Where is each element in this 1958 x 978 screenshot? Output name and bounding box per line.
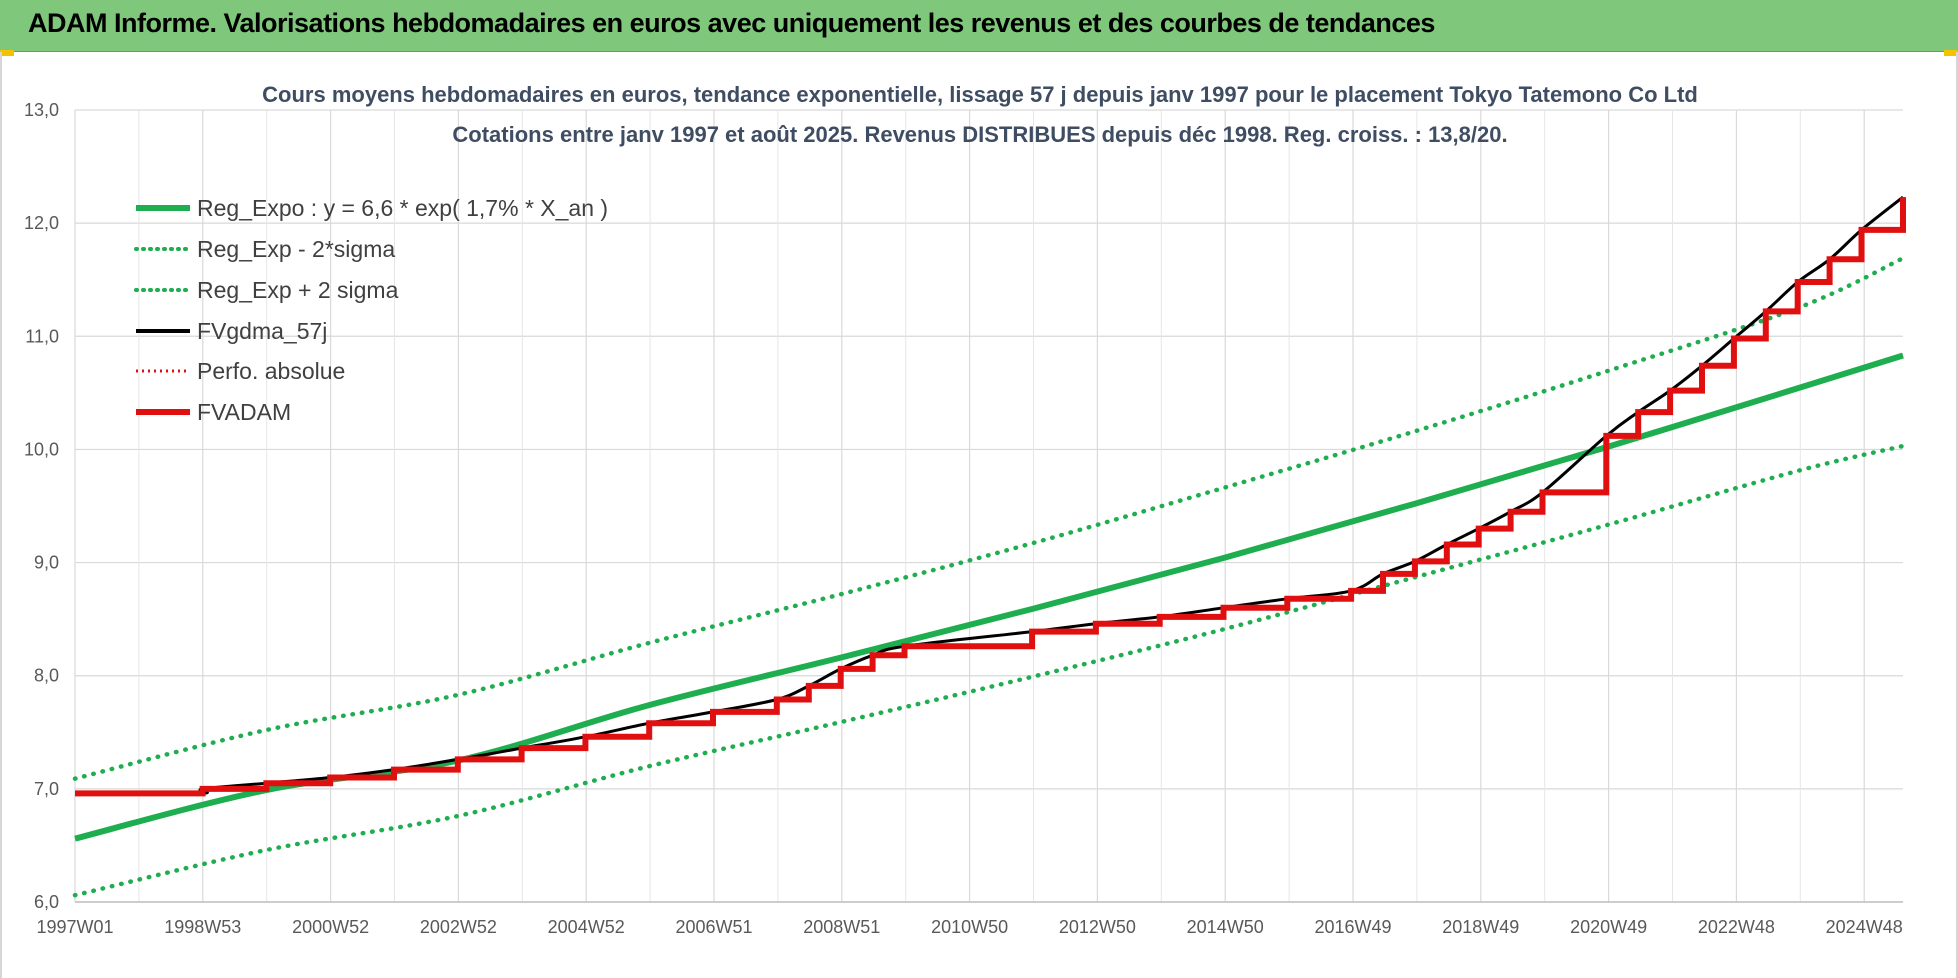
legend-label-fvgdma: FVgdma_57j [197,318,327,344]
legend-label-fvadam: FVADAM [197,399,291,425]
legend-label-perfo: Perfo. absolue [197,358,345,384]
y-tick-label: 11,0 [25,326,59,346]
chart-legend: Reg_Expo : y = 6,6 * exp( 1,7% * X_an ) … [134,195,608,425]
x-tick-label: 2014W50 [1187,917,1264,937]
series-fvgdma [74,195,1904,796]
axis-labels: 6,0 7,0 8,0 9,0 10,0 11,0 12,0 13,0 1997W01 1998W… [24,100,1903,937]
x-tick-label: 1998W53 [164,917,241,937]
x-tick-label: 2006W51 [675,917,752,937]
corner-mark-right [1944,50,1958,56]
corner-mark-left [0,50,14,56]
legend-label-reg-expo: Reg_Expo : y = 6,6 * exp( 1,7% * X_an ) [197,195,608,221]
x-tick-label: 2012W50 [1059,917,1136,937]
x-tick-label: 2002W52 [420,917,497,937]
x-tick-label: 2010W50 [931,917,1008,937]
y-tick-label: 10,0 [24,439,59,459]
chart-title-line2: Cotations entre janv 1997 et août 2025. … [452,122,1507,147]
y-tick-label: 9,0 [34,553,59,573]
legend-label-reg-exp-plus: Reg_Exp + 2 sigma [197,277,399,303]
x-tick-label: 2018W49 [1442,917,1519,937]
x-tick-label: 2004W52 [548,917,625,937]
y-tick-label: 7,0 [34,779,59,799]
y-tick-label: 13,0 [24,100,59,120]
series-fvadam [75,197,1906,797]
chart-title-line1: Cours moyens hebdomadaires en euros, ten… [262,82,1698,107]
x-tick-label: 1997W01 [36,917,113,937]
legend-label-reg-exp-minus: Reg_Exp - 2*sigma [197,236,395,262]
chart-grid [74,109,1903,903]
x-tick-label: 2020W49 [1570,917,1647,937]
series-layer [72,195,1906,898]
x-tick-label: 2016W49 [1314,917,1391,937]
x-tick-label: 2022W48 [1698,917,1775,937]
chart-frame [0,52,1958,978]
report-banner: ADAM Informe. Valorisations hebdomadaire… [0,0,1958,52]
x-tick-label: 2024W48 [1826,917,1903,937]
y-tick-label: 8,0 [34,666,59,686]
y-tick-label: 12,0 [24,213,59,233]
x-tick-label: 2000W52 [292,917,369,937]
series-reg-expo [74,352,1904,842]
series-reg-exp-band [72,255,1906,781]
series-reg-exp-band [72,443,1906,898]
report-title: ADAM Informe. Valorisations hebdomadaire… [28,8,1435,38]
x-tick-label: 2008W51 [803,917,880,937]
y-tick-label: 6,0 [34,892,59,912]
